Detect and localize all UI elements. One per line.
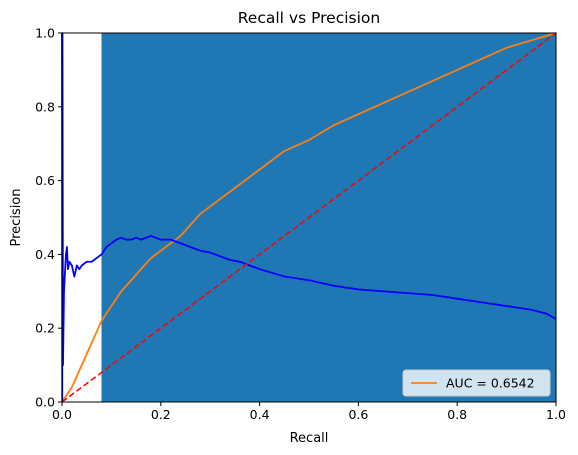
x-tick-label: 0.2: [151, 407, 171, 422]
y-tick-label: 0.6: [35, 173, 55, 188]
x-tick-label: 0.8: [447, 407, 467, 422]
y-tick-label: 1.0: [35, 26, 55, 41]
auc-curve-line: [61, 32, 557, 403]
x-tick-label: 0.4: [250, 407, 270, 422]
precision-recall-line: [61, 32, 557, 403]
plot-frame: [61, 32, 557, 403]
x-axis-label: Recall: [290, 431, 329, 446]
y-tick-label: 0.2: [35, 321, 55, 336]
x-tick-label: 0.6: [348, 407, 368, 422]
y-tick-label: 0.4: [35, 247, 55, 262]
legend: AUC = 0.6542: [402, 369, 551, 397]
x-tick-label: 0.0: [52, 407, 72, 422]
chart-title: Recall vs Precision: [238, 9, 381, 27]
x-tick-label: 1.0: [546, 407, 566, 422]
y-tick-label: 0.0: [35, 395, 55, 410]
y-tick-label: 0.8: [35, 99, 55, 114]
legend-label-auc: AUC = 0.6542: [446, 376, 535, 391]
y-axis-label: Precision: [9, 188, 24, 246]
shaded-region: [101, 33, 557, 402]
legend-box: [402, 369, 551, 397]
random-baseline-line: [61, 32, 557, 403]
